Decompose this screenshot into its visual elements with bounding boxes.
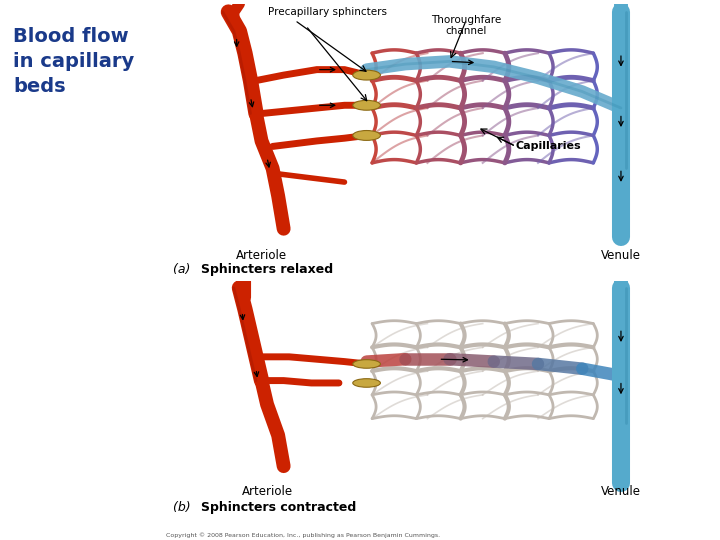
Text: Sphincters contracted: Sphincters contracted xyxy=(201,501,356,514)
Ellipse shape xyxy=(353,131,380,140)
Text: Thoroughfare
channel: Thoroughfare channel xyxy=(431,15,501,36)
Text: Capillaries: Capillaries xyxy=(516,141,582,151)
Ellipse shape xyxy=(353,100,380,110)
Text: (b): (b) xyxy=(173,501,194,514)
Text: Venule: Venule xyxy=(601,484,641,498)
Text: Venule: Venule xyxy=(601,249,641,262)
Text: Arteriole: Arteriole xyxy=(236,249,287,262)
Text: Sphincters relaxed: Sphincters relaxed xyxy=(201,262,333,275)
Ellipse shape xyxy=(353,360,380,368)
Text: Copyright © 2008 Pearson Education, Inc., publishing as Pearson Benjamin Cumming: Copyright © 2008 Pearson Education, Inc.… xyxy=(166,532,440,538)
Ellipse shape xyxy=(353,70,380,80)
Text: Arteriole: Arteriole xyxy=(241,484,292,498)
Ellipse shape xyxy=(353,379,380,387)
Text: Blood flow
in capillary
beds: Blood flow in capillary beds xyxy=(13,27,134,96)
Text: Precapillary sphincters: Precapillary sphincters xyxy=(269,7,387,17)
Text: (a): (a) xyxy=(173,262,194,275)
